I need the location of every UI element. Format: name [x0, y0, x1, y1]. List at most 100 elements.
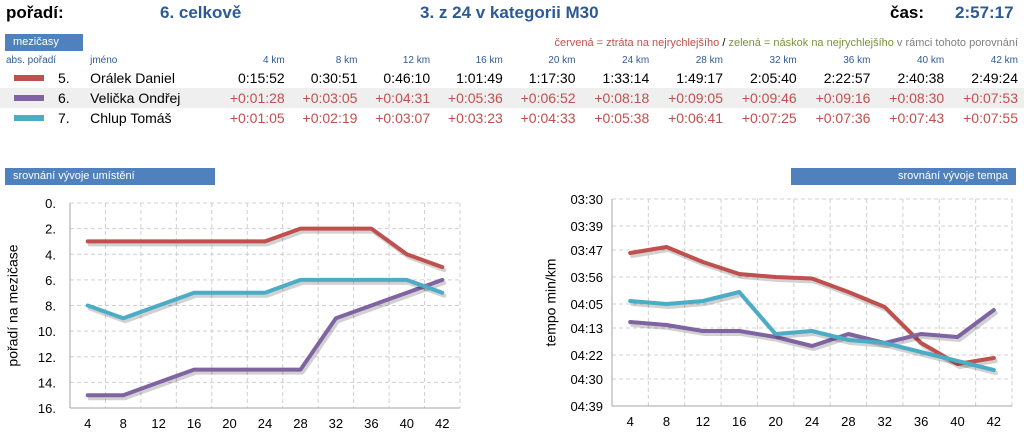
km-header: 36 km: [843, 54, 871, 66]
time-cell: +0:03:07: [375, 110, 431, 126]
y-axis-label: pořadí na mezičase: [5, 244, 21, 366]
table-row: 7. Chlup Tomáš +0:01:05 +0:02:19 +0:03:0…: [0, 108, 1024, 128]
series-shadow: [87, 280, 447, 324]
y-tick-label: 16.: [38, 401, 56, 416]
pace-chart: 03:30 03:39 03:47 03:56 04:05 04:13 04:22 04:30…: [543, 192, 1013, 429]
x-tick-label: 20: [222, 416, 236, 431]
time-cell: 1:49:17: [676, 70, 723, 86]
km-header: 24 km: [622, 54, 650, 66]
series-line-chlup-tom-: [628, 290, 996, 372]
col-rank-header: abs. pořadí: [6, 54, 57, 66]
y-tick-label: 03:56: [570, 270, 603, 285]
time-cell: +0:04:33: [520, 110, 576, 126]
rank-cell: 7.: [0, 108, 90, 128]
x-tick-label: 8: [663, 414, 670, 429]
legend-red: červená = ztráta na nejrychlejšího: [554, 37, 720, 49]
x-tick-label: 24: [258, 416, 272, 431]
splits-legend: červená = ztráta na nejrychlejšího / zel…: [554, 37, 1018, 49]
x-tick-label: 32: [877, 414, 891, 429]
y-tick-label: 12.: [38, 350, 56, 365]
time-cell: +0:07:53: [950, 88, 1024, 108]
splits-tab: mezičasy: [5, 34, 83, 51]
legend-rest: v rámci tohoto porovnání: [893, 37, 1018, 49]
x-tick-label: 42: [435, 416, 449, 431]
category-rank: 3. z 24 v kategorii M30: [420, 3, 599, 22]
series-shadow: [630, 293, 998, 375]
time-cell: 0:46:10: [383, 70, 431, 86]
time-cell: +0:05:36: [436, 88, 509, 108]
x-tick-label: 4: [627, 414, 634, 429]
km-header: 28 km: [695, 54, 723, 66]
time-cell: 2:22:57: [823, 70, 871, 86]
time-cell: 2:05:40: [750, 70, 797, 86]
x-tick-label: 28: [841, 414, 855, 429]
time-label: čas:: [890, 3, 925, 22]
x-tick-label: 32: [329, 416, 343, 431]
series-line-chlup-tom-: [85, 277, 445, 321]
table-row: 5. Orálek Daniel 0:15:52 0:30:51 0:46:10…: [0, 68, 1024, 88]
name-cell: Velička Ondřej: [90, 88, 229, 108]
x-tick-label: 4: [84, 416, 91, 431]
time-cell: +0:07:55: [963, 110, 1018, 126]
legend-green: zelená = náskok na nejrychlejšího: [728, 37, 894, 49]
series-shadow: [87, 280, 447, 401]
time-cell: +0:09:16: [802, 88, 877, 108]
time-cell: 2:40:38: [897, 70, 945, 86]
x-tick-label: 16: [732, 414, 746, 429]
swatch-red: [14, 75, 44, 82]
x-tick-label: 40: [400, 416, 414, 431]
time-cell: 0:30:51: [310, 70, 358, 86]
km-header: 4 km: [263, 54, 285, 66]
time-cell: 1:01:49: [456, 70, 503, 86]
rank-label: pořadí:: [6, 3, 64, 22]
km-header: 12 km: [402, 54, 431, 66]
y-tick-label: 04:05: [570, 297, 603, 312]
name-cell: Chlup Tomáš: [90, 110, 172, 126]
time-cell: +0:07:36: [815, 110, 871, 126]
x-tick-label: 8: [120, 416, 127, 431]
y-tick-label: 10.: [38, 324, 56, 339]
name-cell: Orálek Daniel: [90, 70, 175, 86]
y-tick-label: 0.: [45, 196, 56, 211]
y-tick-label: 2.: [45, 222, 56, 237]
time-cell: +0:06:52: [508, 88, 582, 108]
series-line-or-lek-daniel: [628, 245, 996, 366]
splits-table: abs. pořadí jméno 4 km 8 km 12 km 16 km …: [0, 52, 1024, 128]
time-cell: +0:08:30: [876, 88, 951, 108]
pace-chart-tab: srovnání vývoje tempa: [791, 168, 1016, 185]
time-cell: 2:49:24: [971, 70, 1018, 86]
table-row: 6. Velička Ondřej +0:01:28 +0:03:05 +0:0…: [0, 88, 1024, 108]
y-tick-label: 04:30: [570, 372, 603, 387]
placement-chart-tab: srovnání vývoje umístění: [5, 168, 215, 185]
time-cell: +0:08:18: [581, 88, 656, 108]
x-tick-label: 40: [950, 414, 964, 429]
y-tick-label: 04:22: [570, 348, 603, 363]
series-shadow: [87, 229, 447, 273]
y-tick-label: 03:30: [570, 192, 603, 207]
time-cell: +0:07:43: [889, 110, 945, 126]
time-cell: +0:01:28: [228, 88, 291, 108]
series-line-or-lek-daniel: [85, 226, 445, 270]
y-tick-label: 03:39: [570, 219, 603, 234]
time-cell: 1:33:14: [602, 70, 650, 86]
x-tick-label: 12: [151, 416, 165, 431]
time-cell: +0:05:38: [594, 110, 650, 126]
y-axis-label: tempo min/km: [543, 259, 559, 347]
col-name-header: jméno: [90, 54, 118, 66]
time-cell: +0:03:05: [290, 88, 364, 108]
time-cell: 0:15:52: [237, 70, 285, 86]
overall-rank: 6. celkově: [160, 3, 242, 22]
rank-cell: 6.: [0, 88, 91, 108]
time-cell: +0:03:23: [447, 110, 503, 126]
km-header: 16 km: [475, 54, 503, 66]
y-tick-label: 03:47: [570, 243, 603, 258]
time-cell: +0:04:31: [363, 88, 437, 108]
x-tick-label: 42: [987, 414, 1001, 429]
time-cell: +0:02:19: [302, 110, 358, 126]
finish-time: 2:57:17: [955, 3, 1014, 22]
legend-sep: /: [719, 37, 729, 49]
km-header: 42 km: [990, 54, 1018, 66]
series-line-veli-ka-ond-ej: [85, 277, 445, 398]
km-header: 20 km: [548, 54, 576, 66]
